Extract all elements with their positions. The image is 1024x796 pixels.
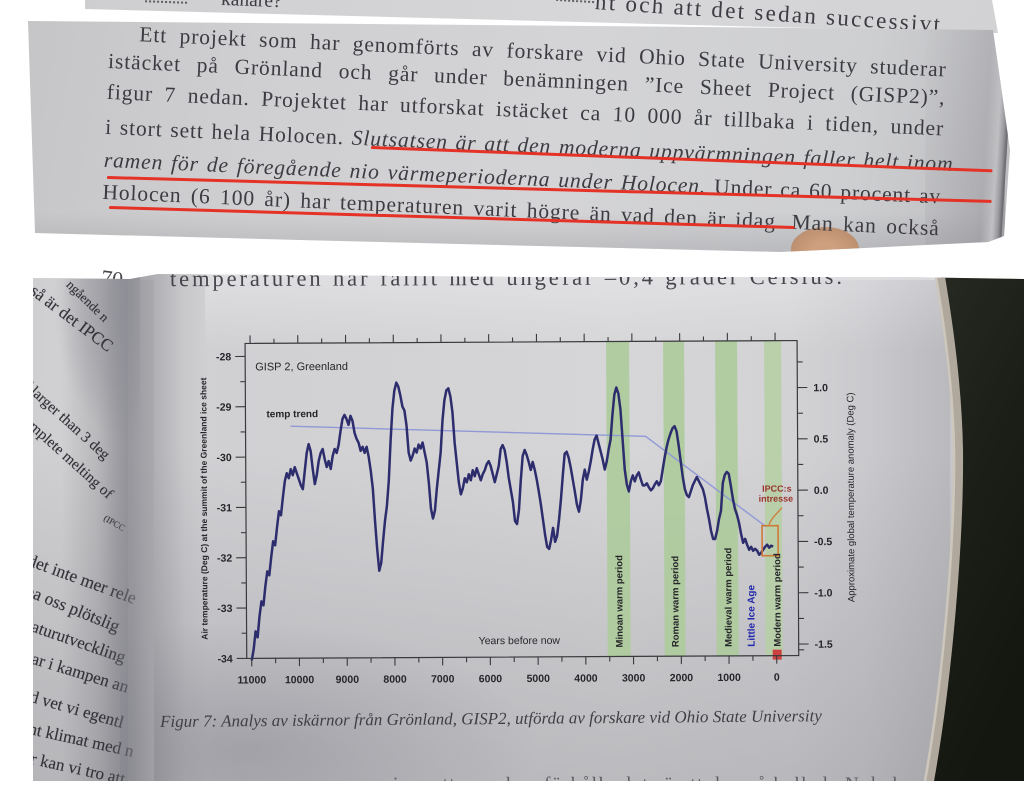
svg-text:0.0: 0.0	[814, 485, 829, 497]
svg-text:9000: 9000	[336, 674, 360, 686]
svg-text:10000: 10000	[285, 674, 314, 686]
svg-text:intresse: intresse	[759, 494, 794, 504]
svg-text:-34: -34	[218, 653, 233, 665]
svg-text:IPCC:s: IPCC:s	[762, 484, 792, 494]
svg-text:-31: -31	[217, 502, 232, 514]
svg-text:8000: 8000	[383, 674, 407, 686]
svg-text:-29: -29	[216, 402, 231, 414]
svg-text:2000: 2000	[670, 672, 694, 684]
svg-text:4000: 4000	[574, 673, 598, 685]
svg-text:Minoan warm period: Minoan warm period	[614, 555, 625, 648]
svg-text:1.0: 1.0	[813, 382, 828, 394]
svg-text:Air temperature (Deg C) at the: Air temperature (Deg C) at the summit of…	[198, 377, 209, 639]
svg-text:-0.5: -0.5	[814, 536, 832, 548]
svg-text:1000: 1000	[717, 672, 741, 684]
svg-text:Modern warm period: Modern warm period	[772, 553, 783, 647]
svg-text:3000: 3000	[622, 672, 646, 684]
svg-text:Medieval warm period: Medieval warm period	[723, 547, 735, 647]
svg-text:-1.0: -1.0	[814, 587, 832, 599]
svg-text:GISP 2, Greenland: GISP 2, Greenland	[255, 361, 348, 373]
svg-text:Little Ice Age: Little Ice Age	[746, 584, 757, 646]
svg-text:0.5: 0.5	[814, 433, 829, 445]
svg-text:7000: 7000	[431, 673, 455, 685]
svg-text:11000: 11000	[238, 674, 267, 686]
svg-text:-30: -30	[216, 452, 231, 464]
svg-text:Approximate global temperature: Approximate global temperature anomaly (…	[845, 392, 857, 602]
svg-text:6000: 6000	[479, 673, 503, 685]
svg-text:-28: -28	[216, 351, 231, 363]
svg-text:0: 0	[774, 672, 780, 684]
svg-text:temp trend: temp trend	[266, 409, 318, 420]
svg-text:-32: -32	[217, 553, 232, 565]
svg-text:Roman warm period: Roman warm period	[670, 556, 681, 648]
svg-text:-33: -33	[217, 603, 232, 615]
svg-text:-1.5: -1.5	[815, 639, 833, 651]
svg-text:Years before now: Years before now	[479, 635, 561, 647]
svg-text:5000: 5000	[527, 673, 551, 685]
